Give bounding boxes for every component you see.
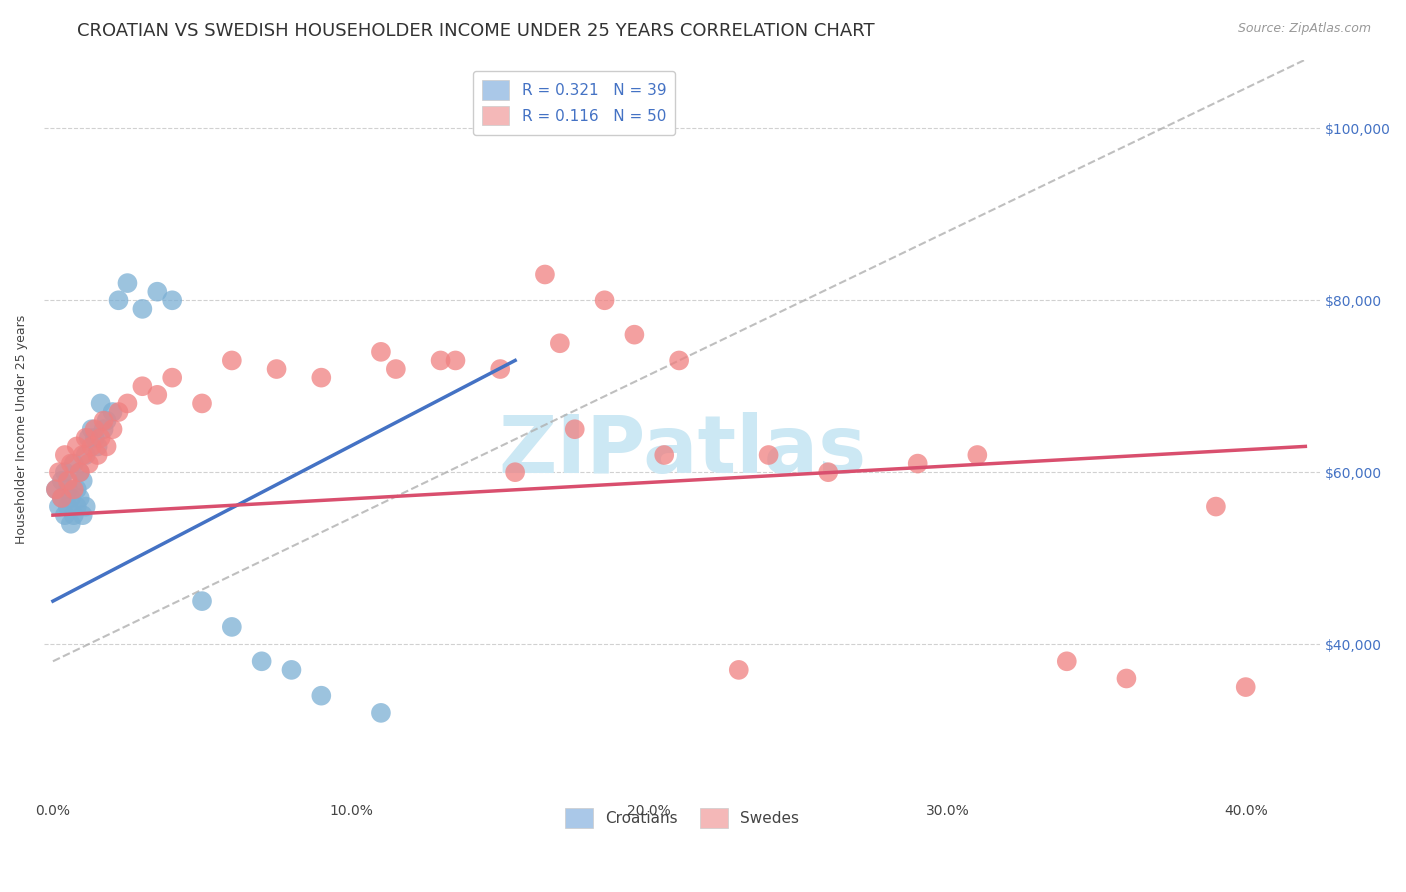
Point [86, 439, 108, 453]
Point [83, 422, 105, 436]
Point [56, 483, 79, 497]
Point [62, 457, 84, 471]
Y-axis label: Householder Income Under 25 years: Householder Income Under 25 years [15, 315, 28, 544]
Point [370, 706, 392, 720]
Point [93, 414, 115, 428]
Point [77, 457, 100, 471]
Point [131, 301, 153, 316]
Point [534, 268, 557, 282]
Point [51, 491, 73, 505]
Point [107, 405, 129, 419]
Point [250, 654, 273, 668]
Point [75, 431, 97, 445]
Point [75, 500, 97, 514]
Point [652, 448, 675, 462]
Point [48, 465, 70, 479]
Point [69, 465, 91, 479]
Point [56, 474, 79, 488]
Point [146, 285, 169, 299]
Text: Source: ZipAtlas.com: Source: ZipAtlas.com [1237, 22, 1371, 36]
Point [503, 465, 526, 479]
Point [75, 448, 97, 462]
Text: ZIPatlas: ZIPatlas [498, 412, 866, 491]
Point [548, 336, 571, 351]
Point [72, 474, 94, 488]
Point [101, 405, 124, 419]
Point [385, 362, 408, 376]
Point [59, 516, 82, 531]
Point [907, 457, 929, 471]
Point [45, 483, 67, 497]
Text: CROATIAN VS SWEDISH HOUSEHOLDER INCOME UNDER 25 YEARS CORRELATION CHART: CROATIAN VS SWEDISH HOUSEHOLDER INCOME U… [77, 22, 875, 40]
Point [62, 508, 84, 523]
Point [80, 439, 103, 453]
Point [1115, 672, 1137, 686]
Point [93, 422, 115, 436]
Point [96, 414, 118, 428]
Point [90, 431, 112, 445]
Point [280, 663, 302, 677]
Point [160, 370, 183, 384]
Point [53, 448, 76, 462]
Point [160, 293, 183, 308]
Point [96, 439, 118, 453]
Point [72, 448, 94, 462]
Point [1234, 680, 1257, 694]
Point [131, 379, 153, 393]
Point [668, 353, 690, 368]
Point [101, 422, 124, 436]
Point [53, 508, 76, 523]
Point [51, 474, 73, 488]
Point [758, 448, 780, 462]
Point [107, 293, 129, 308]
Point [191, 396, 214, 410]
Legend: Croatians, Swedes: Croatians, Swedes [558, 801, 807, 836]
Point [117, 396, 139, 410]
Point [56, 500, 79, 514]
Point [72, 508, 94, 523]
Point [1205, 500, 1227, 514]
Point [80, 422, 103, 436]
Point [1056, 654, 1078, 668]
Point [564, 422, 586, 436]
Point [266, 362, 288, 376]
Point [77, 431, 100, 445]
Point [45, 483, 67, 497]
Point [69, 465, 91, 479]
Point [48, 500, 70, 514]
Point [66, 439, 89, 453]
Point [311, 689, 333, 703]
Point [191, 594, 214, 608]
Point [593, 293, 616, 308]
Point [221, 620, 243, 634]
Point [86, 448, 108, 462]
Point [117, 276, 139, 290]
Point [83, 431, 105, 445]
Point [429, 353, 451, 368]
Point [489, 362, 512, 376]
Point [66, 500, 89, 514]
Point [69, 491, 91, 505]
Point [311, 370, 333, 384]
Point [90, 396, 112, 410]
Point [623, 327, 645, 342]
Point [62, 483, 84, 497]
Point [53, 465, 76, 479]
Point [59, 491, 82, 505]
Point [59, 457, 82, 471]
Point [221, 353, 243, 368]
Point [727, 663, 749, 677]
Point [370, 344, 392, 359]
Point [146, 388, 169, 402]
Point [51, 491, 73, 505]
Point [966, 448, 988, 462]
Point [444, 353, 467, 368]
Point [817, 465, 839, 479]
Point [66, 483, 89, 497]
